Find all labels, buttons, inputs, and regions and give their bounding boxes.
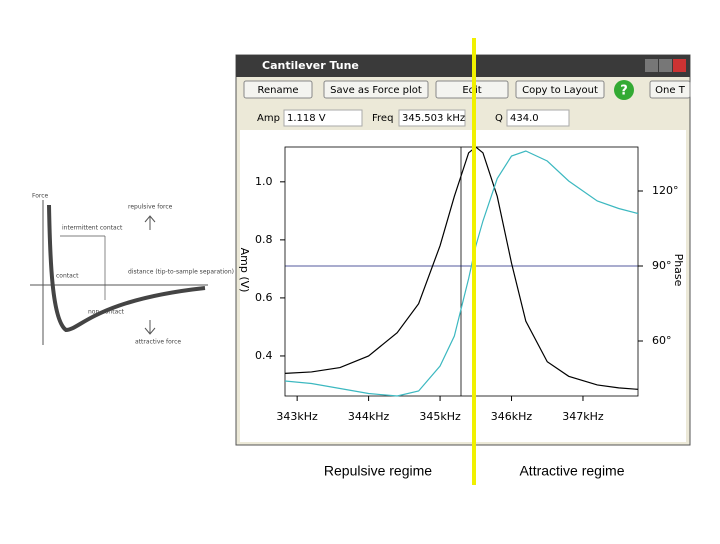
- field-value: 345.503 kHz: [402, 113, 465, 124]
- label: repulsive force: [128, 204, 173, 211]
- label: Force: [32, 193, 49, 200]
- caption: Repulsive regime: [324, 463, 432, 479]
- field[interactable]: [506, 109, 570, 127]
- x-tick-label: 347kHz: [562, 410, 604, 423]
- caption: Attractive regime: [519, 463, 624, 479]
- maximize[interactable]: [659, 59, 672, 72]
- y-axis-label: Amp (V): [238, 248, 251, 293]
- button-label: Copy to Layout: [522, 85, 598, 96]
- button-label: One T: [655, 85, 686, 96]
- y2-tick-label: 90°: [652, 259, 672, 272]
- field-value: 434.0: [510, 113, 539, 124]
- field-label: Freq: [372, 113, 393, 124]
- field[interactable]: [283, 109, 363, 127]
- minimize[interactable]: [645, 59, 658, 72]
- help-icon[interactable]: [614, 80, 634, 100]
- button[interactable]: [323, 80, 429, 99]
- x-tick-label: 346kHz: [491, 410, 533, 423]
- y2-tick-label: 120°: [652, 184, 679, 197]
- y2-tick-label: 60°: [652, 334, 672, 347]
- button[interactable]: [243, 80, 313, 99]
- label: distance (tip-to-sample separation): [128, 269, 234, 276]
- field-label: Amp: [257, 113, 280, 124]
- force-curve: [47, 204, 206, 333]
- x-tick-label: 343kHz: [276, 410, 318, 423]
- y2-axis-label: Phase: [672, 254, 685, 287]
- title-bar: [236, 55, 690, 77]
- x-tick-label: 345kHz: [419, 410, 461, 423]
- plot-frame: [284, 146, 639, 397]
- y-tick-label: 0.4: [255, 349, 273, 362]
- label: contact: [56, 273, 79, 280]
- field[interactable]: [398, 109, 466, 127]
- button-label: Rename: [257, 85, 298, 96]
- button[interactable]: [649, 80, 691, 99]
- diagram-arrows: [144, 215, 156, 335]
- y-tick-label: 1.0: [255, 175, 273, 188]
- label: non-contact: [88, 309, 125, 316]
- label: intermittent contact: [62, 225, 123, 232]
- button[interactable]: [515, 80, 605, 99]
- x-tick-label: 344kHz: [348, 410, 390, 423]
- window-title: Cantilever Tune: [262, 59, 359, 72]
- field-label: Q: [495, 113, 503, 124]
- button-label: Save as Force plot: [330, 85, 422, 96]
- plot-panel: [240, 130, 686, 442]
- y-tick-label: 0.6: [255, 291, 273, 304]
- field-value: 1.118 V: [287, 113, 326, 124]
- help-glyph: ?: [620, 84, 628, 99]
- y-tick-label: 0.8: [255, 233, 273, 246]
- label: attractive force: [135, 339, 181, 346]
- force-diagram: Force intermittent contact repulsive for…: [30, 193, 234, 346]
- close[interactable]: [673, 59, 686, 72]
